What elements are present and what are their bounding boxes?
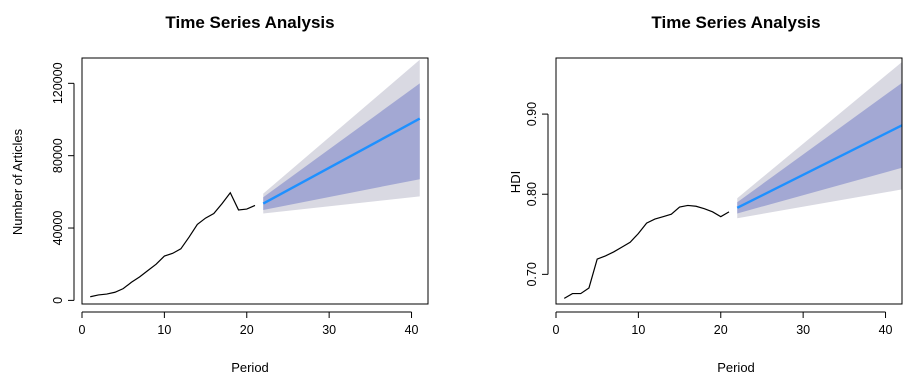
x-axis-label: Period — [717, 360, 755, 374]
y-axis-label: Number of Articles — [10, 128, 25, 235]
y-tick-label: 0.80 — [525, 182, 539, 206]
x-tick-label: 30 — [796, 323, 810, 337]
plot-area: 0 10 20 30 40 0 40000 80000 120000 — [51, 57, 429, 337]
forecast-band-80 — [737, 82, 902, 214]
y-tick-label: 0.70 — [525, 262, 539, 286]
forecast-mean-line — [262, 117, 421, 205]
y-tick-label: 0.90 — [525, 102, 539, 126]
x-axis-label: Period — [231, 360, 269, 374]
y-tick-label: 0 — [51, 297, 65, 304]
x-tick-label: 20 — [714, 323, 728, 337]
forecast-mean-line — [736, 124, 903, 209]
plot-border — [555, 57, 903, 305]
chart-title: Time Series Analysis — [165, 13, 334, 32]
x-tick-label: 40 — [879, 323, 893, 337]
y-tick-label: 120000 — [51, 62, 65, 104]
x-tick-label: 40 — [405, 323, 419, 337]
x-tick-label: 30 — [322, 323, 336, 337]
y-tick-label: 40000 — [51, 211, 65, 246]
observed-series-line — [90, 191, 256, 298]
plot-area: 0 10 20 30 40 0.70 0.80 0.90 — [525, 57, 903, 337]
forecast-band-80 — [263, 83, 420, 210]
chart-title: Time Series Analysis — [651, 13, 820, 32]
y-axis-label: HDI — [508, 171, 523, 193]
chart-panel-hdi: Time Series Analysis Period HDI 0 10 20 30 4… — [508, 13, 903, 374]
x-tick-label: 0 — [79, 323, 86, 337]
x-tick-label: 0 — [553, 323, 560, 337]
plot-border — [81, 57, 429, 305]
chart-panel-articles: Time Series Analysis Period Number of Ar… — [10, 13, 429, 374]
x-tick-label: 10 — [631, 323, 645, 337]
observed-series-line — [563, 204, 730, 299]
x-tick-label: 20 — [240, 323, 254, 337]
x-tick-label: 10 — [157, 323, 171, 337]
y-tick-label: 80000 — [51, 138, 65, 173]
